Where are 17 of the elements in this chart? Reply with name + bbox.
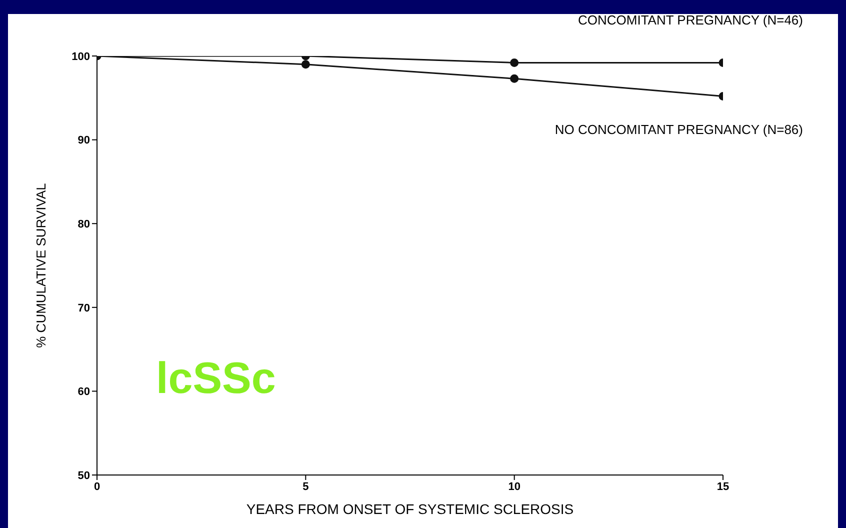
x-tick-label: 10 xyxy=(508,480,520,493)
annotation: lcSSc xyxy=(156,354,276,404)
text: NO CONCOMITANT PREGNANCY (N=86) xyxy=(554,122,803,138)
point xyxy=(301,60,310,69)
y-tick-label: 70 xyxy=(78,302,90,314)
y-axis-title: % CUMULATIVE SURVIVAL xyxy=(34,183,49,348)
point xyxy=(510,74,519,83)
y-tick-label: 60 xyxy=(78,386,90,398)
y-tick-label: 80 xyxy=(78,218,90,231)
x-tick-label: 5 xyxy=(302,480,309,493)
x-axis-title: YEARS FROM ONSET OF SYSTEMIC SCLEROSIS xyxy=(246,501,574,517)
text: CONCOMITANT PREGNANCY (N=46) xyxy=(578,12,803,28)
x-tick-label: 15 xyxy=(716,480,730,493)
x-tick-label: 0 xyxy=(94,480,100,493)
y-tick-label: 90 xyxy=(78,134,90,147)
y-tick-label: 50 xyxy=(78,470,90,482)
y-tick-label: 100 xyxy=(72,50,90,63)
